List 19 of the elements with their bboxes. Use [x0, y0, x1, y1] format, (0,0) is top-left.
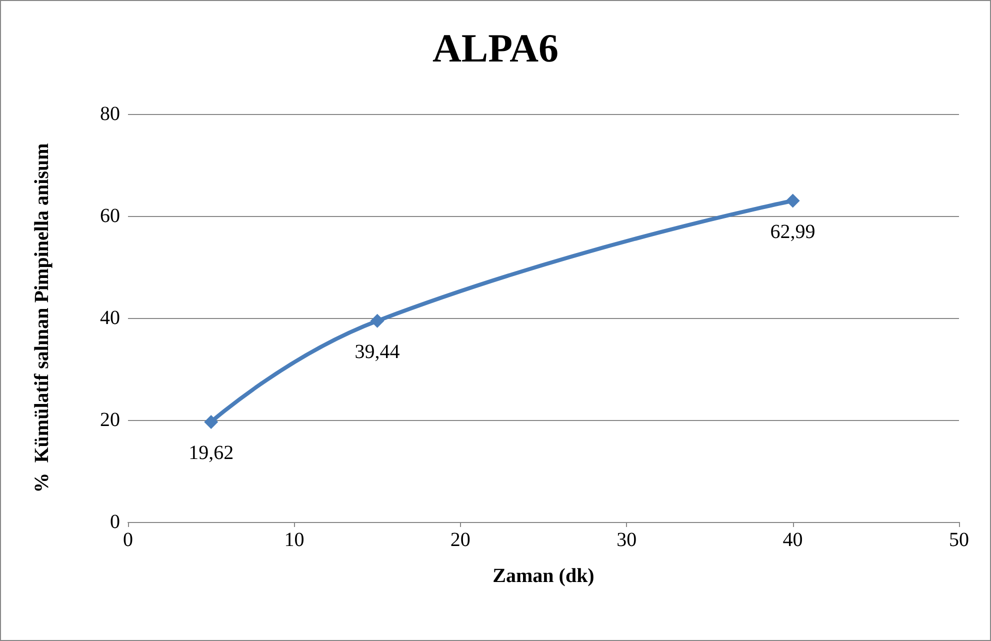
point — [786, 194, 800, 208]
x-tick-label: 40 — [782, 529, 803, 551]
x-tick-label: 50 — [949, 529, 969, 551]
y-tick-label: 0 — [110, 511, 120, 533]
x-tick-label: 30 — [616, 529, 637, 551]
x-axis-title: Zaman (dk) — [492, 565, 594, 587]
data-label: 39,44 — [354, 340, 400, 363]
y-tick-label: 20 — [100, 409, 120, 431]
data-label: 19,62 — [188, 442, 234, 464]
y-tick-label: 60 — [100, 205, 120, 227]
chart-title: ALPA6 — [432, 26, 558, 70]
y-tick-label: 80 — [100, 103, 120, 125]
y-axis-title: % Kümülatif salınan Pimpinella anisum — [31, 142, 53, 493]
x-tick-label: 20 — [450, 529, 470, 551]
point — [370, 314, 384, 328]
x-tick-label: 10 — [284, 529, 304, 551]
point — [204, 414, 218, 429]
y-tick-label: 40 — [100, 307, 120, 329]
data-label: 62,99 — [770, 220, 816, 243]
